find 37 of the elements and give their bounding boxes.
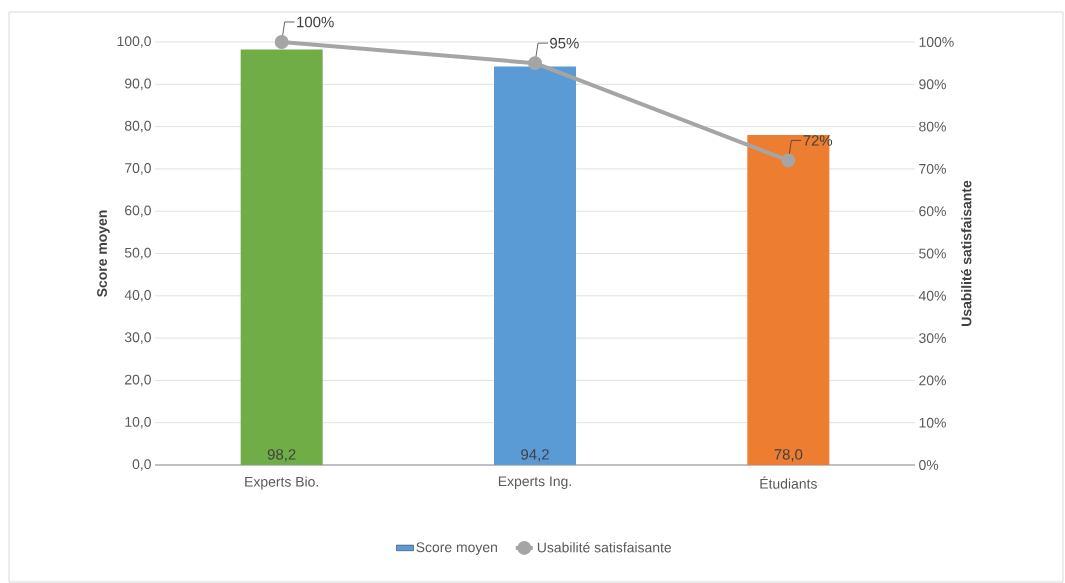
y-tick-label: 70,0 bbox=[125, 163, 151, 175]
x-tick-label: Experts Bio. bbox=[245, 476, 318, 490]
data-label: 95% bbox=[550, 37, 579, 49]
legend-label: Usabilité satisfaisante bbox=[537, 542, 672, 553]
y2-tick-label: 90% bbox=[919, 79, 946, 90]
y-tick-label: 30,0 bbox=[124, 332, 151, 344]
y-tick-label: 10,0 bbox=[125, 416, 151, 429]
data-label: 94,2 bbox=[521, 449, 549, 462]
data-label: 98,2 bbox=[267, 449, 296, 462]
y-tick-label: 100,0 bbox=[117, 36, 151, 48]
y2-tick-label: 40% bbox=[918, 290, 946, 301]
point bbox=[274, 35, 289, 49]
point bbox=[528, 56, 542, 71]
y2-tick-label: 10% bbox=[919, 417, 946, 428]
y-tick-label: 80,0 bbox=[124, 120, 151, 133]
y-tick-label: 50,0 bbox=[124, 247, 151, 260]
y2-tick-label: 60% bbox=[919, 206, 946, 217]
y2-tick-label: 20% bbox=[919, 375, 946, 386]
y-axis-title: Score moyen bbox=[97, 210, 110, 297]
y2-tick-label: 100% bbox=[919, 37, 954, 47]
y2-tick-label: 70% bbox=[919, 163, 946, 174]
x-tick-label: Experts Ing. bbox=[498, 476, 571, 489]
y-tick-label: 20,0 bbox=[125, 374, 151, 387]
y2-tick-label: 80% bbox=[919, 121, 946, 132]
y2-tick-label: 0% bbox=[919, 460, 939, 470]
y-tick-label: 40,0 bbox=[124, 290, 151, 302]
point bbox=[781, 153, 796, 168]
y-tick-label: 90,0 bbox=[124, 78, 151, 91]
y2-axis-title: Usabilité satisfaisante bbox=[961, 180, 972, 326]
y2-tick-label: 30% bbox=[919, 333, 946, 344]
data-label: 78,0 bbox=[774, 449, 803, 462]
y-tick-label: 0,0 bbox=[132, 459, 151, 471]
data-label: 100% bbox=[297, 16, 334, 28]
x-tick-label: Étudiants bbox=[760, 476, 817, 489]
legend-label: Score moyen bbox=[416, 542, 497, 555]
y2-tick-label: 50% bbox=[919, 248, 946, 259]
y-tick-label: 60,0 bbox=[125, 205, 151, 217]
